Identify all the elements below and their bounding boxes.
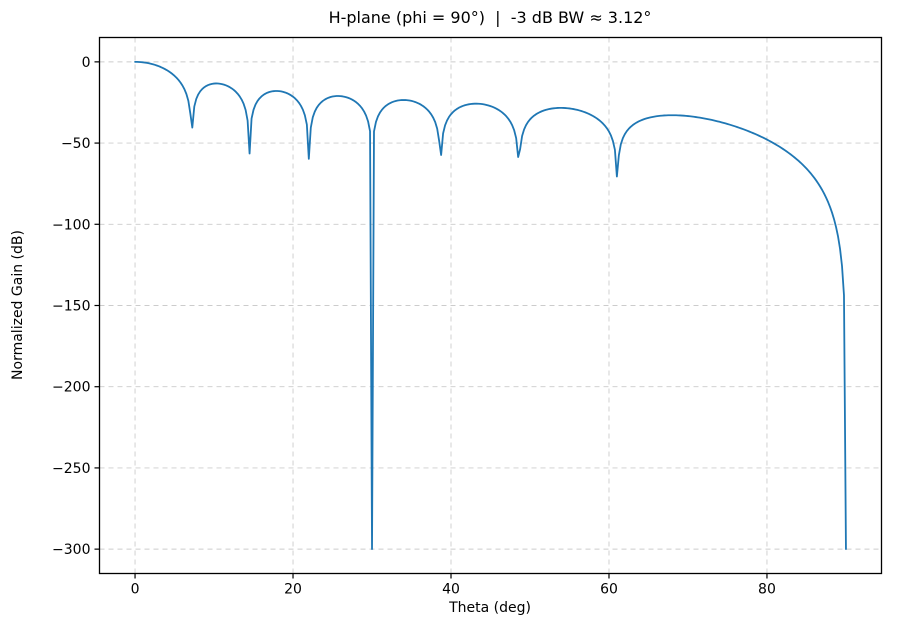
tick-labels: 0 20 40 60 80 0 −50 −100 −150 −200 −250 −300 [52,55,776,598]
y-tick-label: −50 [61,136,91,152]
y-tick-label: −200 [52,380,90,396]
y-tick-label: 0 [82,55,91,71]
y-tick-label: −300 [52,542,90,558]
y-tick-label: −250 [52,461,90,477]
axis-ticks [94,61,768,579]
x-axis-label: Theta (deg) [449,600,531,616]
grid [99,37,882,574]
x-tick-label: 20 [284,582,302,598]
chart-title: H-plane (phi = 90°) | -3 dB BW ≈ 3.12° [328,8,652,27]
y-tick-label: −100 [52,217,90,233]
x-tick-label: 80 [758,582,776,598]
x-tick-label: 60 [600,582,618,598]
x-tick-label: 0 [131,582,140,598]
x-tick-label: 40 [442,582,460,598]
series-line [134,60,847,551]
y-tick-label: −150 [52,299,90,315]
y-axis-label: Normalized Gain (dB) [10,230,26,380]
